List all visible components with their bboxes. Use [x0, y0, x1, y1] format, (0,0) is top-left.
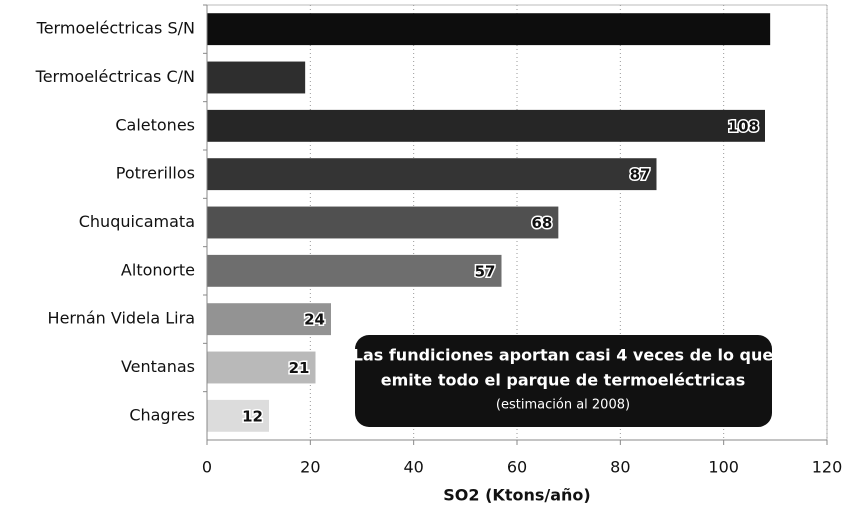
x-tick-label: 120 [812, 458, 843, 477]
bar [207, 13, 771, 46]
y-tick-label: Altonorte [121, 260, 195, 279]
data-label: 87 [630, 166, 651, 184]
bar [207, 399, 269, 432]
x-tick-label: 40 [403, 458, 423, 477]
y-tick-label: Chagres [129, 405, 195, 424]
data-label: 68 [531, 214, 552, 232]
bar [207, 351, 316, 384]
y-tick-label: Hernán Videla Lira [48, 309, 195, 328]
bar [207, 109, 765, 142]
x-tick-label: 0 [202, 458, 212, 477]
y-tick-label: Caletones [115, 115, 195, 134]
bar [207, 206, 559, 239]
data-label: 108 [728, 117, 759, 135]
y-tick-label: Ventanas [121, 357, 195, 376]
bar [207, 254, 502, 287]
x-tick-label: 20 [300, 458, 320, 477]
x-tick-label: 80 [610, 458, 630, 477]
y-tick-label: Potrerillos [116, 164, 195, 183]
x-axis-label: SO2 (Ktons/año) [443, 486, 590, 505]
data-label: 21 [289, 359, 310, 377]
data-label: 12 [242, 407, 263, 425]
annotation: (estimación al 2008) [496, 398, 630, 413]
x-tick-label: 100 [708, 458, 739, 477]
bar [207, 303, 331, 336]
annotation: Las fundiciones aportan casi 4 veces de … [353, 346, 774, 365]
annotation: emite todo el parque de termoeléctricas [381, 371, 745, 390]
y-tick-label: Chuquicamata [79, 212, 195, 231]
bar [207, 158, 657, 191]
data-label: 57 [475, 262, 496, 280]
x-tick-label: 60 [507, 458, 527, 477]
data-label: 24 [304, 311, 325, 329]
y-tick-label: Termoeléctricas C/N [35, 67, 195, 86]
annotation-box [355, 335, 772, 427]
y-tick-label: Termoeléctricas S/N [36, 19, 195, 38]
bar [207, 61, 306, 94]
